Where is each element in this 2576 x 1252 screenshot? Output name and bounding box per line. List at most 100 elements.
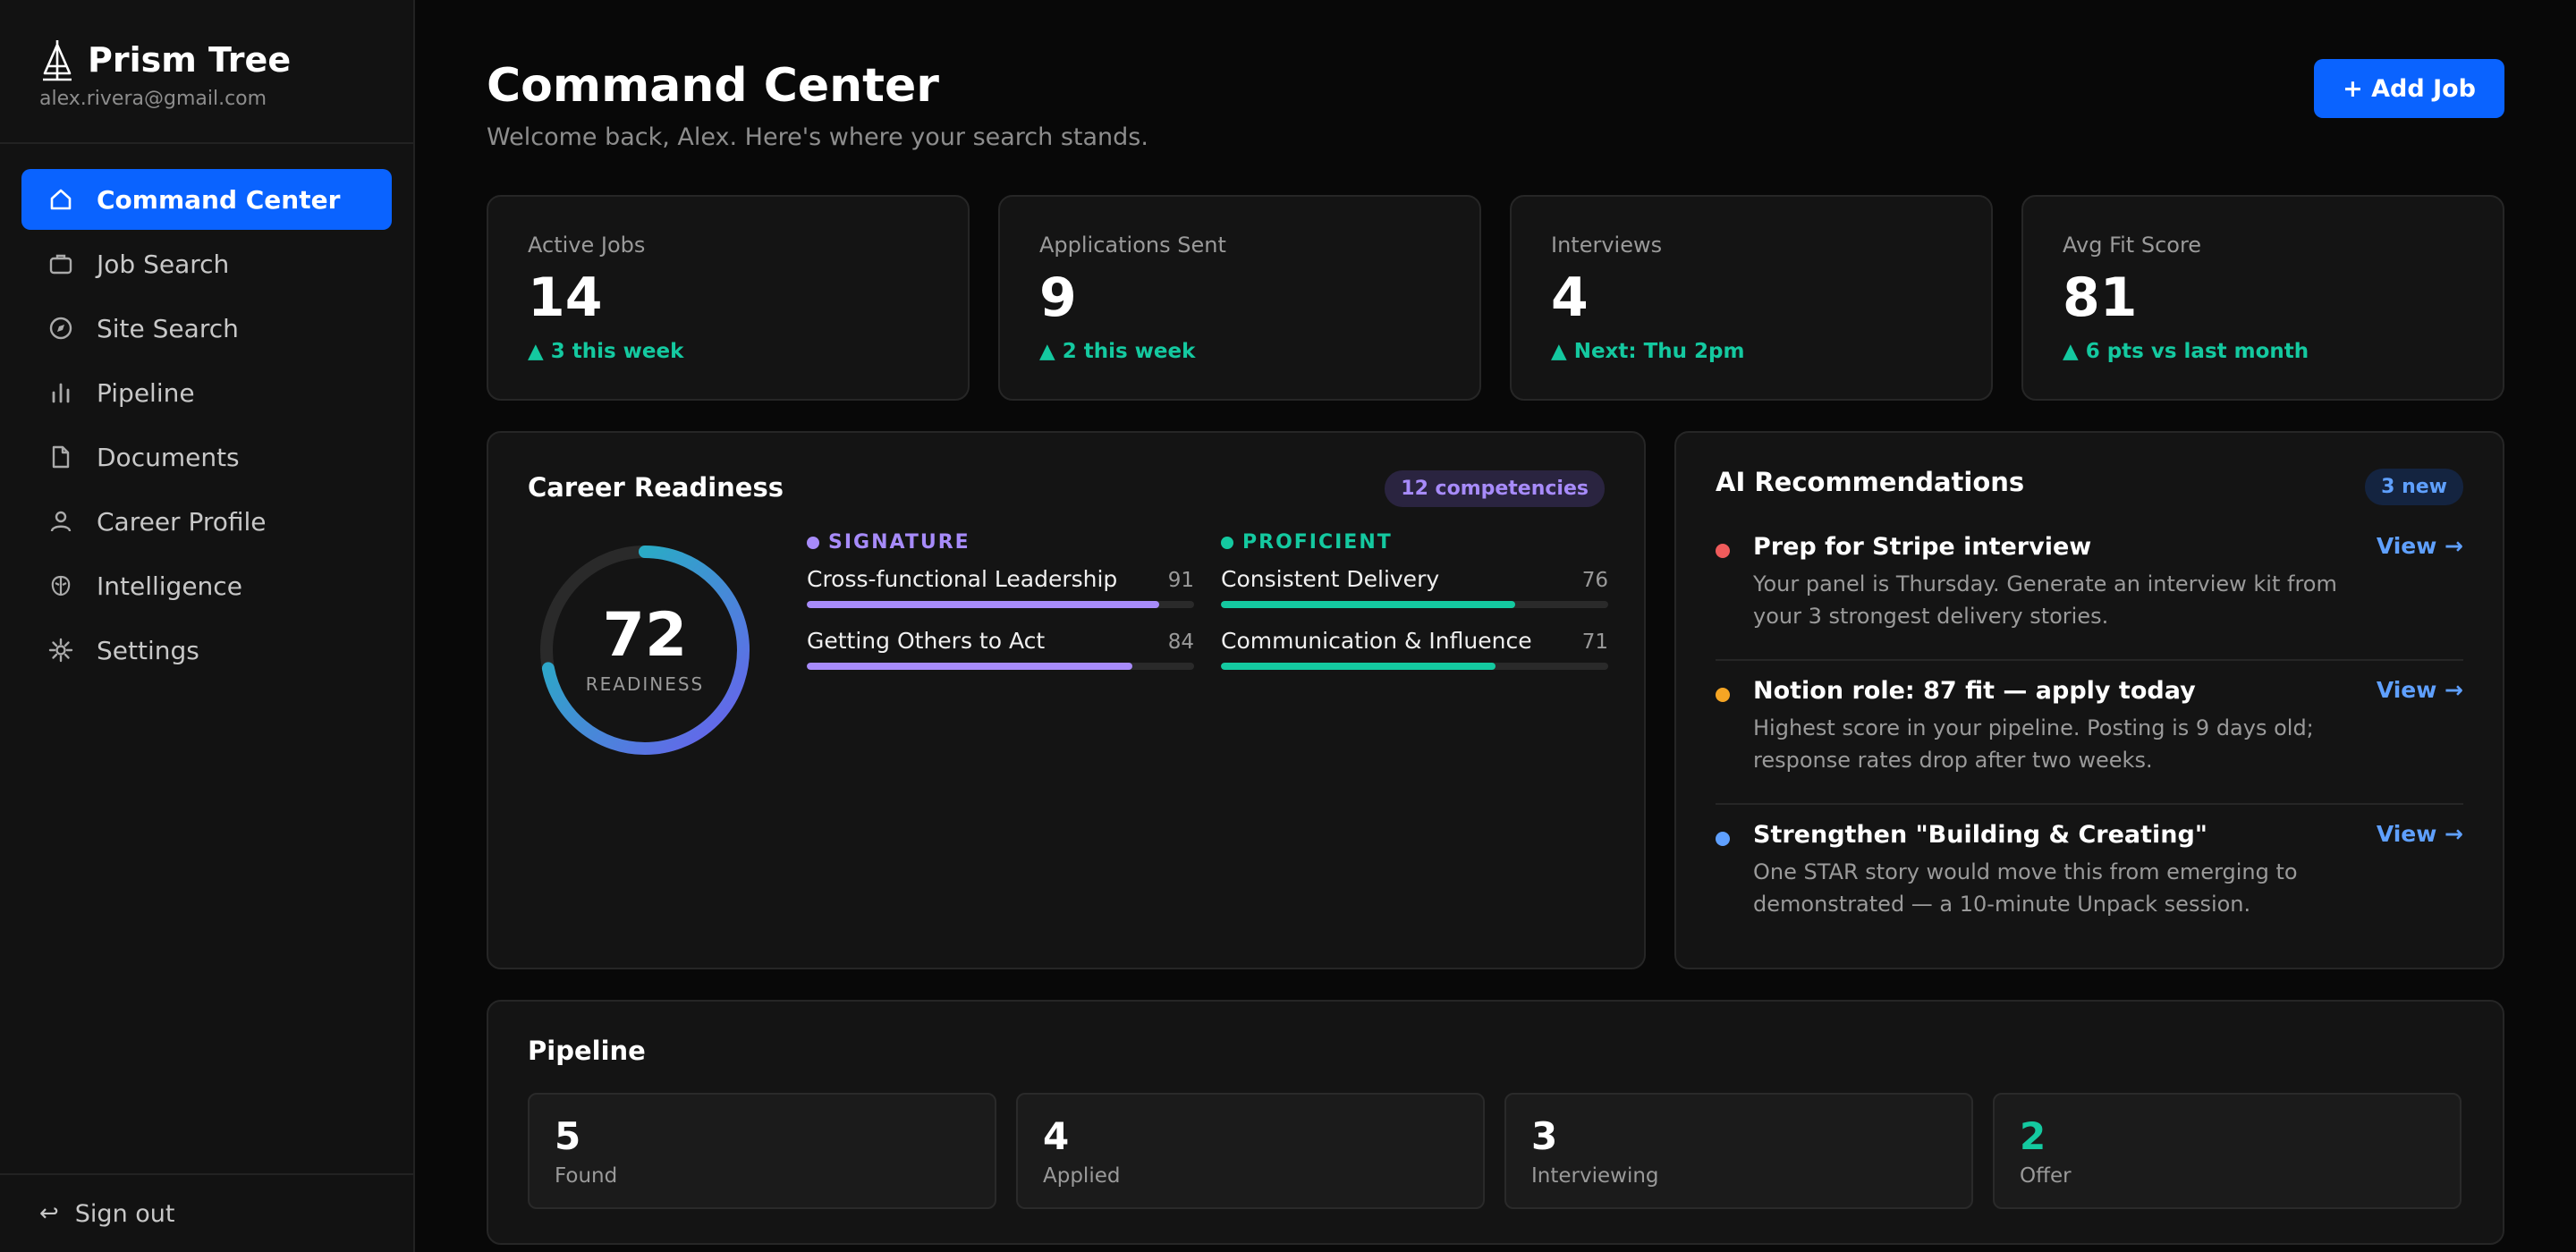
signature-column: SIGNATURE Cross-functional Leadership 91	[807, 531, 1194, 689]
pipeline-stage-found[interactable]: 5 Found	[528, 1093, 996, 1209]
competency-bar-fill	[807, 663, 1132, 670]
recommendation-desc: One STAR story would move this from emer…	[1753, 859, 2298, 917]
competency-score: 91	[1167, 569, 1194, 592]
ai-recommendations-card: AI Recommendations 3 new Prep for Stripe…	[1674, 431, 2504, 969]
brand-name: Prism Tree	[88, 40, 292, 80]
competency-row: Cross-functional Leadership 91	[807, 566, 1194, 592]
stat-value: 81	[2063, 266, 2138, 329]
add-job-button[interactable]: + Add Job	[2314, 59, 2504, 118]
sidebar-item-label: Pipeline	[97, 377, 195, 408]
view-link[interactable]: View →	[2376, 533, 2463, 559]
competency-bar-track	[807, 601, 1194, 608]
ring-center: 72 READINESS	[533, 538, 757, 762]
competencies-badge: 12 competencies	[1385, 470, 1605, 507]
sidebar-item-label: Intelligence	[97, 571, 242, 601]
sidebar-item-command-center[interactable]: Command Center	[21, 169, 392, 230]
competency-bar-track	[1221, 663, 1608, 670]
recommendation-body: Notion role: 87 fit — apply today Highes…	[1753, 677, 2359, 776]
sidebar-item-label: Command Center	[97, 184, 341, 215]
card-title: Pipeline	[528, 1036, 646, 1066]
home-icon	[47, 185, 75, 214]
stage-label: Applied	[1043, 1164, 1121, 1189]
recommendation-desc: Your panel is Thursday. Generate an inte…	[1753, 571, 2337, 629]
competency-bar-track	[1221, 601, 1608, 608]
competency-item: Communication & Influence 71	[1221, 628, 1608, 670]
pipeline-stage-interviewing[interactable]: 3 Interviewing	[1504, 1093, 1973, 1209]
signature-heading: SIGNATURE	[807, 531, 1194, 554]
signature-heading-label: SIGNATURE	[828, 531, 970, 554]
middle-row: Career Readiness 12 competencies	[487, 431, 2504, 969]
recommendation-title: Notion role: 87 fit — apply today	[1753, 677, 2196, 705]
stage-label: Interviewing	[1531, 1164, 1659, 1189]
gear-icon	[47, 636, 75, 664]
competency-score: 71	[1581, 630, 1608, 654]
proficient-column: PROFICIENT Consistent Delivery 76 Commun	[1221, 531, 1608, 689]
stage-label: Offer	[2020, 1164, 2072, 1189]
stat-delta: ▲ 3 this week	[528, 340, 684, 363]
compass-icon	[47, 314, 75, 343]
recommendation-title: Prep for Stripe interview	[1753, 533, 2092, 561]
sign-out-button[interactable]: ↩ Sign out	[0, 1173, 413, 1252]
stat-card-active-jobs[interactable]: Active Jobs 14 ▲ 3 this week	[487, 195, 970, 401]
brand: Prism Tree alex.rivera@gmail.com	[0, 0, 413, 144]
readiness-score: 72	[602, 600, 688, 671]
page-header: Command Center Welcome back, Alex. Here'…	[487, 0, 2504, 195]
stat-label: Avg Fit Score	[2063, 233, 2202, 258]
sidebar-item-site-search[interactable]: Site Search	[21, 298, 392, 359]
stage-count: 5	[555, 1114, 581, 1158]
stage-label: Found	[555, 1164, 618, 1189]
user-email: alex.rivera@gmail.com	[39, 88, 267, 110]
sidebar-item-intelligence[interactable]: Intelligence	[21, 555, 392, 616]
competency-columns: SIGNATURE Cross-functional Leadership 91	[807, 531, 1608, 689]
sidebar-nav: Command Center Job Search Site Search Pi…	[0, 144, 413, 709]
brain-icon	[47, 571, 75, 600]
stat-label: Applications Sent	[1039, 233, 1226, 258]
brand-row: Prism Tree	[39, 38, 374, 82]
page-title: Command Center	[487, 59, 939, 113]
competency-score: 76	[1581, 569, 1608, 592]
sidebar-item-documents[interactable]: Documents	[21, 427, 392, 487]
sidebar-item-label: Career Profile	[97, 506, 267, 537]
ring-progress	[540, 546, 750, 755]
bar-chart-icon	[47, 378, 75, 407]
sidebar-item-career-profile[interactable]: Career Profile	[21, 491, 392, 552]
stat-delta: ▲ 6 pts vs last month	[2063, 340, 2309, 363]
competency-row: Consistent Delivery 76	[1221, 566, 1608, 592]
competency-item: Getting Others to Act 84	[807, 628, 1194, 670]
user-icon	[47, 507, 75, 536]
stats-row: Active Jobs 14 ▲ 3 this week Application…	[487, 195, 2504, 401]
recommendation-list: Prep for Stripe interview Your panel is …	[1716, 517, 2463, 947]
sidebar-item-settings[interactable]: Settings	[21, 620, 392, 681]
sidebar-item-label: Site Search	[97, 313, 239, 343]
priority-dot-icon	[1716, 544, 1730, 558]
return-arrow-icon: ↩	[39, 1200, 59, 1227]
stat-label: Active Jobs	[528, 233, 646, 258]
header-text: Command Center Welcome back, Alex. Here'…	[487, 59, 1148, 151]
view-link[interactable]: View →	[2376, 821, 2463, 847]
stat-delta: ▲ Next: Thu 2pm	[1551, 340, 1745, 363]
pipeline-stage-offer[interactable]: 2 Offer	[1993, 1093, 2462, 1209]
pipeline-stage-applied[interactable]: 4 Applied	[1016, 1093, 1485, 1209]
stat-card-applications-sent[interactable]: Applications Sent 9 ▲ 2 this week	[998, 195, 1481, 401]
recommendation-item: Prep for Stripe interview Your panel is …	[1716, 517, 2463, 661]
competency-bar-track	[807, 663, 1194, 670]
document-icon	[47, 443, 75, 471]
competency-bar-fill	[807, 601, 1160, 608]
view-link[interactable]: View →	[2376, 677, 2463, 703]
stat-card-avg-fit-score[interactable]: Avg Fit Score 81 ▲ 6 pts vs last month	[2021, 195, 2504, 401]
readiness-label: READINESS	[585, 673, 705, 695]
sidebar-item-pipeline[interactable]: Pipeline	[21, 362, 392, 423]
briefcase-icon	[47, 250, 75, 278]
readiness-ring: 72 READINESS	[533, 538, 757, 762]
sidebar-item-job-search[interactable]: Job Search	[21, 233, 392, 294]
page-subtitle: Welcome back, Alex. Here's where your se…	[487, 123, 1148, 151]
priority-dot-icon	[1716, 832, 1730, 846]
prism-tree-logo-icon	[39, 38, 75, 82]
sidebar: Prism Tree alex.rivera@gmail.com Command…	[0, 0, 415, 1252]
competency-name: Consistent Delivery	[1221, 566, 1440, 592]
new-count-badge: 3 new	[2365, 469, 2463, 505]
stat-card-interviews[interactable]: Interviews 4 ▲ Next: Thu 2pm	[1510, 195, 1993, 401]
stage-count: 4	[1043, 1114, 1070, 1158]
sidebar-item-label: Settings	[97, 635, 199, 665]
